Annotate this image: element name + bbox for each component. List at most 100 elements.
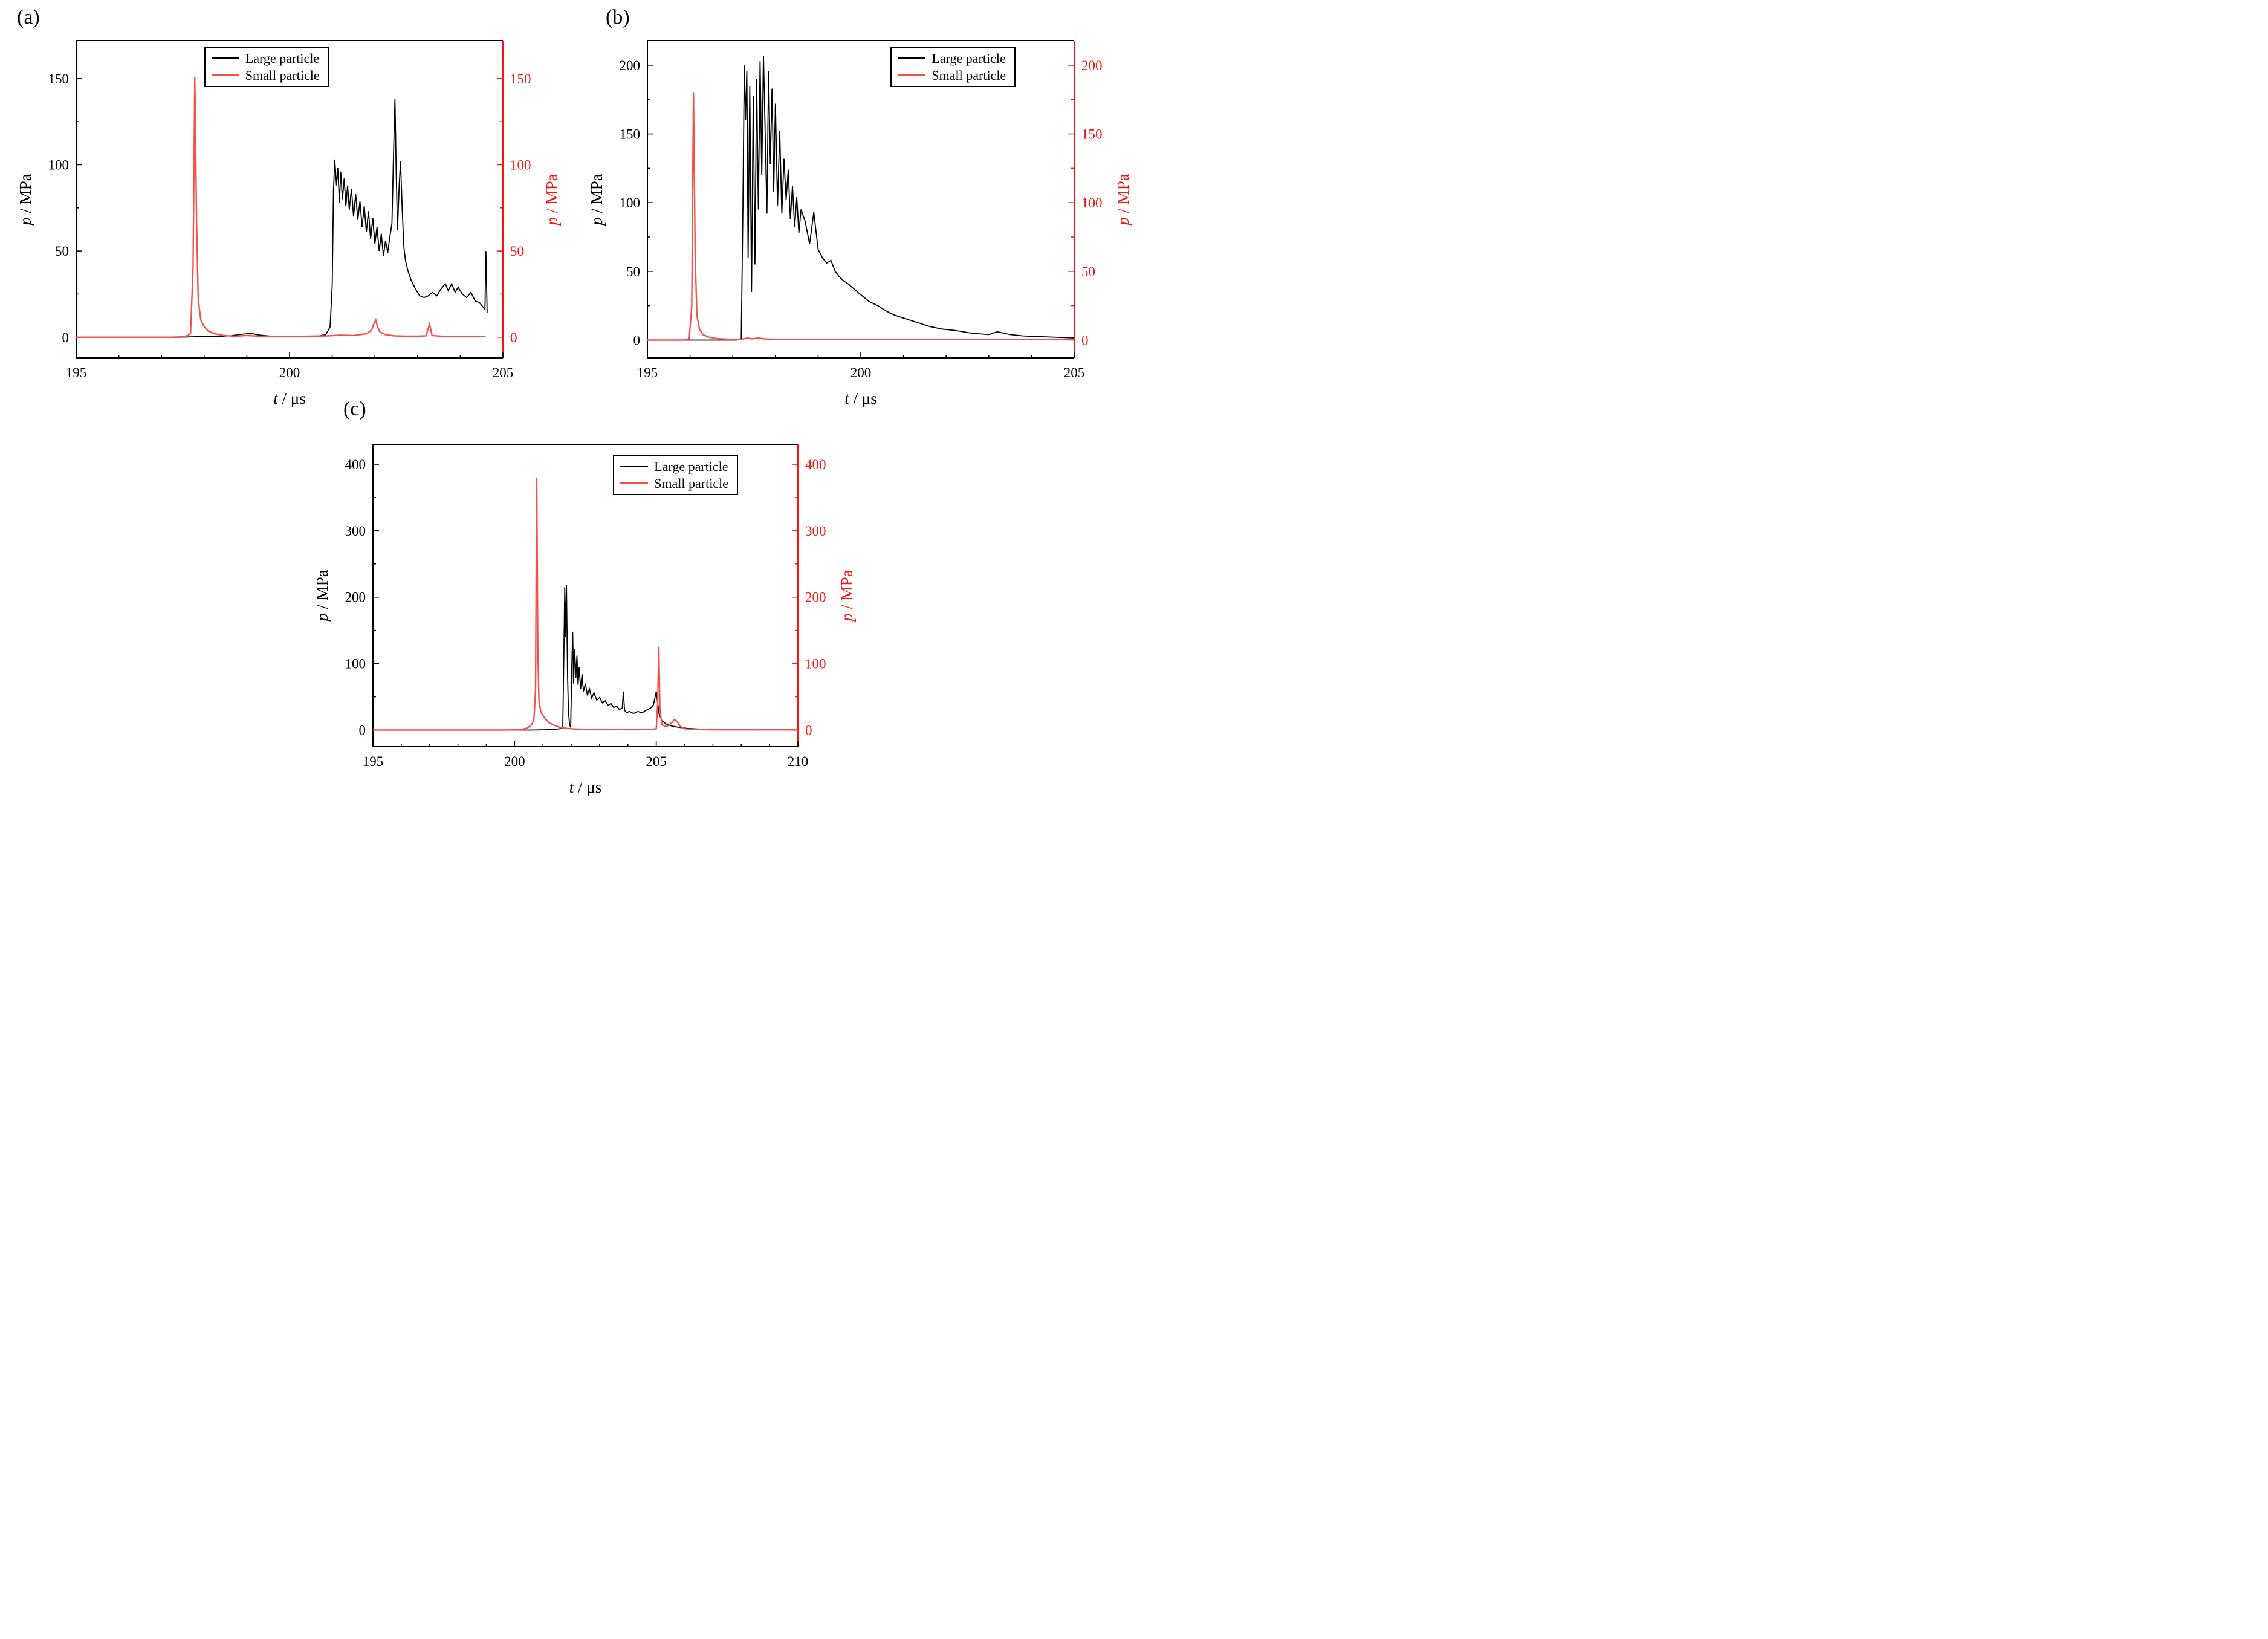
- y-axis-unit: / MPa: [1114, 173, 1132, 217]
- y-axis-var: p: [543, 216, 561, 226]
- x-axis-title-b: t / μs: [844, 389, 877, 408]
- y-tick-label-left: 0: [62, 330, 70, 345]
- y-tick-label-left: 0: [633, 333, 641, 348]
- legend-label: Large particle: [654, 458, 728, 474]
- y-tick-label-right: 150: [510, 71, 531, 86]
- y-tick-label-left: 100: [345, 657, 366, 672]
- x-tick-label: 195: [363, 754, 384, 769]
- x-tick-label: 200: [850, 365, 872, 380]
- x-tick-label: 195: [637, 365, 658, 380]
- y-tick-label-right: 50: [510, 244, 524, 259]
- legend-a: Large particle Small particle: [204, 47, 329, 87]
- legend-label: Small particle: [245, 67, 320, 83]
- legend-label: Small particle: [932, 67, 1006, 83]
- x-axis-var: t: [273, 389, 278, 407]
- legend-label: Large particle: [245, 50, 320, 66]
- x-axis-unit: / μs: [849, 389, 877, 407]
- y-tick-label-right: 200: [1081, 58, 1103, 73]
- x-tick-label: 205: [646, 754, 667, 769]
- y-tick-label-left: 400: [345, 457, 366, 472]
- x-axis-title-c: t / μs: [569, 778, 602, 797]
- y-axis-title-right-c: p / MPa: [838, 570, 857, 622]
- y-axis-unit: / MPa: [313, 570, 331, 614]
- panel-b: 195 200 205 0 50 100 150 200 0 50 100 150 200 p / MP…: [588, 40, 1132, 407]
- panel-label-c: (c): [343, 398, 366, 420]
- plot-a: 195 200 205 0 50 100 150 0 50 100 150: [48, 40, 531, 380]
- series-large-particle: [373, 585, 798, 731]
- y-tick-label-left: 100: [620, 195, 641, 210]
- x-axis-var: t: [844, 389, 849, 407]
- series-small-particle: [373, 477, 798, 731]
- y-tick-label-left: 200: [345, 590, 366, 605]
- legend-b: Large particle Small particle: [890, 47, 1016, 87]
- legend-line-red: [620, 482, 649, 484]
- x-tick-label: 200: [279, 365, 300, 380]
- y-tick-label-right: 100: [1081, 195, 1103, 210]
- series-large-particle: [76, 99, 488, 338]
- legend-line-black: [898, 57, 926, 59]
- y-axis-var: p: [313, 613, 331, 622]
- y-axis-var: p: [838, 613, 856, 622]
- y-tick-label-left: 0: [359, 723, 366, 738]
- y-axis-unit: / MPa: [543, 173, 561, 217]
- y-tick-label-right: 0: [805, 723, 812, 738]
- y-tick-label-right: 0: [510, 330, 517, 345]
- legend-label: Large particle: [932, 50, 1006, 66]
- y-axis-var: p: [588, 216, 606, 226]
- y-axis-unit: / MPa: [588, 173, 606, 217]
- x-tick-label: 210: [788, 754, 809, 769]
- legend-entry: Small particle: [620, 476, 728, 492]
- legend-entry: Small particle: [211, 67, 320, 83]
- x-tick-label: 205: [493, 365, 514, 380]
- y-tick-label-left: 150: [48, 71, 70, 86]
- series-small-particle: [647, 92, 1074, 341]
- legend-entry: Large particle: [620, 459, 728, 475]
- y-tick-label-right: 100: [510, 157, 531, 172]
- y-axis-title-right-b: p / MPa: [1114, 174, 1133, 226]
- panel-a: 195 200 205 0 50 100 150 0 50 100 150 p / MPa p / …: [16, 40, 561, 407]
- y-axis-unit: / MPa: [16, 173, 34, 217]
- y-axis-var: p: [16, 216, 34, 226]
- y-tick-label-right: 150: [1081, 127, 1103, 142]
- y-axis-title-right-a: p / MPa: [543, 174, 562, 226]
- figure: (a) (b) (c) 195 200 205 0 50 100 150 0 50 100 150 …: [0, 0, 1134, 820]
- legend-line-black: [620, 466, 649, 467]
- legend-label: Small particle: [654, 475, 728, 491]
- x-axis-var: t: [569, 778, 574, 796]
- y-axis-title-left-a: p / MPa: [16, 174, 35, 226]
- y-tick-label-left: 50: [626, 264, 640, 279]
- panel-label-a: (a): [17, 6, 40, 28]
- legend-entry: Large particle: [211, 50, 320, 67]
- y-axis-title-left-b: p / MPa: [588, 174, 606, 226]
- y-tick-label-left: 50: [55, 244, 69, 259]
- x-tick-label: 205: [1064, 365, 1085, 380]
- x-tick-label: 195: [66, 365, 87, 380]
- series-small-particle: [76, 76, 486, 338]
- x-axis-title-a: t / μs: [273, 389, 306, 408]
- y-tick-label-right: 0: [1081, 333, 1089, 348]
- x-axis-unit: / μs: [277, 389, 306, 407]
- plot-c: 195 200 205 210 0 100 200 300 400 0 100 200 300 400: [345, 444, 826, 769]
- series-large-particle: [647, 55, 1075, 341]
- legend-line-red: [211, 74, 239, 76]
- y-tick-label-right: 300: [805, 524, 826, 539]
- y-tick-label-right: 100: [805, 657, 826, 672]
- legend-entry: Small particle: [898, 68, 1006, 83]
- y-axis-var: p: [1114, 216, 1132, 226]
- legend-line-black: [211, 57, 239, 59]
- y-tick-label-left: 200: [620, 58, 641, 73]
- legend-c: Large particle Small particle: [613, 455, 738, 495]
- y-tick-label-left: 300: [345, 524, 366, 539]
- panel-c: 195 200 205 210 0 100 200 300 400 0 100 200 300 400 p…: [313, 444, 856, 796]
- panel-label-b: (b): [606, 6, 630, 28]
- y-axis-title-left-c: p / MPa: [313, 570, 332, 622]
- y-axis-unit: / MPa: [838, 570, 856, 614]
- y-tick-label-left: 150: [620, 127, 641, 142]
- y-tick-label-right: 50: [1081, 264, 1095, 279]
- y-tick-label-right: 400: [805, 457, 826, 472]
- y-tick-label-right: 200: [805, 590, 826, 605]
- plot-b: 195 200 205 0 50 100 150 200 0 50 100 150 200: [620, 40, 1103, 380]
- legend-entry: Large particle: [898, 51, 1006, 67]
- y-tick-label-left: 100: [48, 157, 70, 172]
- legend-line-red: [898, 74, 926, 76]
